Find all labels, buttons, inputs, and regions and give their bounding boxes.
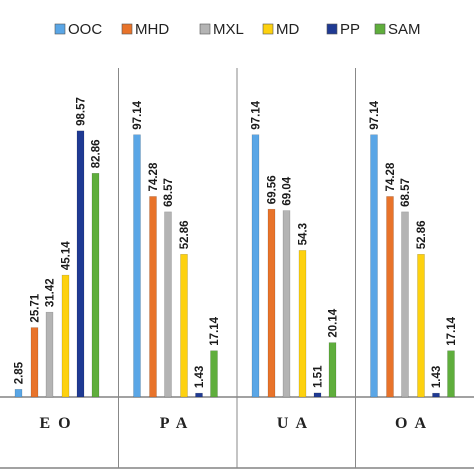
value-label-pa-sam: 17.14 bbox=[209, 316, 221, 345]
legend-swatch-ooc bbox=[54, 23, 66, 35]
legend-label-md: MD bbox=[276, 21, 299, 38]
legend-swatch-md bbox=[262, 23, 274, 35]
bar-eo-pp bbox=[76, 130, 85, 398]
value-label-pa-pp: 1.43 bbox=[194, 366, 206, 388]
category-label-pa: P A bbox=[160, 415, 190, 432]
bar-oa-sam bbox=[447, 350, 455, 398]
legend-label-sam: SAM bbox=[388, 21, 421, 38]
value-label-eo-sam: 82.86 bbox=[91, 139, 103, 168]
bar-oa-pp bbox=[432, 392, 440, 398]
bar-ua-mhd bbox=[267, 208, 276, 398]
value-label-oa-md: 52.86 bbox=[416, 220, 428, 249]
legend-swatch-pp bbox=[326, 23, 338, 35]
legend: OOC MHD MXL MD PP SAM bbox=[54, 21, 421, 38]
value-label-eo-ooc: 2.85 bbox=[14, 361, 26, 384]
bars bbox=[14, 130, 455, 398]
value-labels: 2.8525.7131.4245.1498.5782.8697.1474.286… bbox=[14, 97, 459, 388]
value-label-pa-mxl: 68.57 bbox=[163, 178, 175, 207]
bar-ua-sam bbox=[328, 342, 337, 398]
legend-label-mxl: MXL bbox=[213, 21, 244, 38]
bar-pa-mhd bbox=[149, 196, 157, 398]
value-label-oa-mxl: 68.57 bbox=[400, 178, 412, 207]
bar-pa-mxl bbox=[164, 211, 172, 398]
value-label-oa-mhd: 74.28 bbox=[385, 162, 397, 191]
value-label-pa-mhd: 74.28 bbox=[148, 162, 160, 191]
legend-swatch-sam bbox=[374, 23, 386, 35]
value-label-ua-sam: 20.14 bbox=[328, 308, 340, 337]
legend-label-ooc: OOC bbox=[68, 21, 102, 38]
bar-pa-ooc bbox=[133, 134, 141, 398]
value-label-pa-ooc: 97.14 bbox=[132, 100, 144, 129]
bar-ua-mxl bbox=[282, 210, 291, 398]
bar-eo-sam bbox=[91, 173, 100, 398]
value-label-eo-mxl: 31.42 bbox=[45, 278, 57, 307]
bar-oa-mhd bbox=[386, 196, 394, 398]
bar-oa-md bbox=[417, 254, 425, 398]
bar-oa-mxl bbox=[401, 211, 409, 398]
value-label-eo-mhd: 25.71 bbox=[30, 293, 42, 322]
bar-pa-md bbox=[180, 254, 188, 398]
bar-oa-ooc bbox=[370, 134, 378, 398]
bar-pa-sam bbox=[210, 350, 218, 398]
legend-label-pp: PP bbox=[340, 21, 360, 38]
value-label-ua-md: 54.3 bbox=[298, 223, 310, 245]
bar-pa-pp bbox=[195, 392, 203, 398]
bar-eo-mhd bbox=[30, 327, 39, 398]
value-label-ua-mhd: 69.56 bbox=[267, 175, 279, 204]
value-label-eo-md: 45.14 bbox=[61, 241, 73, 270]
panel-dividers bbox=[0, 68, 474, 469]
value-label-ua-mxl: 69.04 bbox=[282, 176, 294, 205]
category-label-eo: E O bbox=[39, 415, 72, 432]
bar-ua-pp bbox=[313, 392, 322, 398]
bar-eo-mxl bbox=[45, 311, 54, 398]
value-label-ua-ooc: 97.14 bbox=[251, 100, 263, 129]
value-label-pa-md: 52.86 bbox=[179, 220, 191, 249]
value-label-oa-pp: 1.43 bbox=[431, 366, 443, 388]
value-label-oa-ooc: 97.14 bbox=[369, 100, 381, 129]
legend-swatch-mxl bbox=[199, 23, 211, 35]
legend-swatch-mhd bbox=[121, 23, 133, 35]
bar-eo-md bbox=[61, 274, 70, 398]
value-label-eo-pp: 98.57 bbox=[76, 97, 88, 126]
bar-eo-ooc bbox=[14, 389, 23, 398]
category-label-ua: U A bbox=[277, 415, 309, 432]
value-label-ua-pp: 1.51 bbox=[313, 365, 325, 388]
bar-ua-ooc bbox=[251, 134, 260, 398]
value-label-oa-sam: 17.14 bbox=[446, 316, 458, 345]
legend-label-mhd: MHD bbox=[135, 21, 169, 38]
category-label-oa: O A bbox=[395, 415, 428, 432]
bar-ua-md bbox=[298, 250, 307, 398]
